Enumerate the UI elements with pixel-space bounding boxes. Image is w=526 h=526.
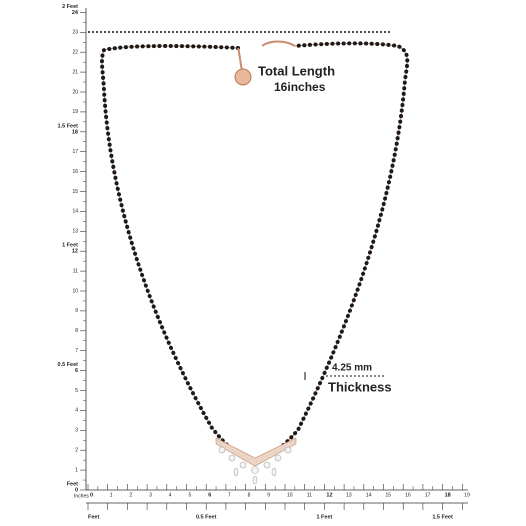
inch-label: 13 <box>72 229 78 235</box>
inch-label: 0 <box>90 492 93 498</box>
inch-label: 21 <box>72 69 78 75</box>
foot-label: 1 Feet <box>316 514 332 520</box>
inch-label: 23 <box>72 30 78 36</box>
foot-label: 0.5 Feet <box>58 362 79 368</box>
length-number: 16 <box>274 80 288 94</box>
black-beads <box>99 41 410 465</box>
inch-label: 1 <box>110 492 113 498</box>
foot-label: 1 Feet <box>62 243 78 249</box>
tag <box>234 68 252 86</box>
inch-label: 10 <box>72 288 78 294</box>
foot-label: Feet <box>67 481 78 487</box>
inch-label: 3 <box>149 492 152 498</box>
inch-label: 4 <box>75 408 78 414</box>
thickness-value: 4.25 mm <box>332 363 372 374</box>
inch-label: 2 <box>129 492 132 498</box>
inch-label: 13 <box>346 492 352 498</box>
inch-label: 6 <box>208 492 211 498</box>
foot-label: 1.5 Feet <box>58 123 79 129</box>
inch-label: 24 <box>72 10 79 16</box>
inch-label: 22 <box>72 50 78 56</box>
inch-label: 11 <box>73 268 78 274</box>
pendant <box>215 437 297 485</box>
inch-label: 7 <box>228 492 231 498</box>
inch-label: 18 <box>72 129 78 135</box>
inch-label: 7 <box>75 348 78 354</box>
rulers: 0123456789101112131415161718192021222324… <box>58 4 471 521</box>
length-label: Total Length <box>258 63 335 78</box>
inch-label: 1 <box>75 467 78 473</box>
inch-label: 17 <box>425 492 431 498</box>
inch-label: 9 <box>75 308 78 314</box>
inch-label: 14 <box>72 209 78 215</box>
length-unit: inches <box>287 80 325 94</box>
inch-label: 10 <box>287 492 293 498</box>
inch-label: 4 <box>169 492 172 498</box>
inch-label: 6 <box>75 368 78 374</box>
inch-label: 5 <box>189 492 192 498</box>
inch-label: 0 <box>75 487 78 493</box>
inch-label: 3 <box>75 428 78 434</box>
foot-label: 0.5 Feet <box>196 514 217 520</box>
thickness-label: Thickness <box>328 379 392 394</box>
inch-label: 9 <box>267 492 270 498</box>
inch-label: 5 <box>75 388 78 394</box>
chain <box>101 42 408 463</box>
inch-label: 12 <box>326 492 332 498</box>
inch-label: 8 <box>75 328 78 334</box>
inch-label: 17 <box>72 149 78 155</box>
necklace <box>99 40 410 485</box>
length-value: 16inches <box>274 80 326 94</box>
clasp <box>237 47 243 71</box>
foot-label: 2 Feet <box>62 4 78 10</box>
foot-label: 1.5 Feet <box>432 514 453 520</box>
inch-label: 19 <box>464 492 470 498</box>
inch-label: 20 <box>72 89 78 95</box>
inch-label: 8 <box>248 492 251 498</box>
inch-label: 15 <box>386 492 392 498</box>
foot-label: Feet <box>88 514 99 520</box>
inch-label: 15 <box>72 189 78 195</box>
unit-label: Inches <box>74 493 89 499</box>
inch-label: 12 <box>72 249 78 255</box>
inch-label: 14 <box>366 492 372 498</box>
inch-label: 18 <box>445 492 451 498</box>
inch-label: 16 <box>405 492 411 498</box>
inch-label: 11 <box>307 492 312 498</box>
inch-label: 16 <box>72 169 78 175</box>
extension-ring <box>261 40 296 47</box>
inch-label: 19 <box>72 109 78 115</box>
inch-label: 2 <box>75 448 78 454</box>
